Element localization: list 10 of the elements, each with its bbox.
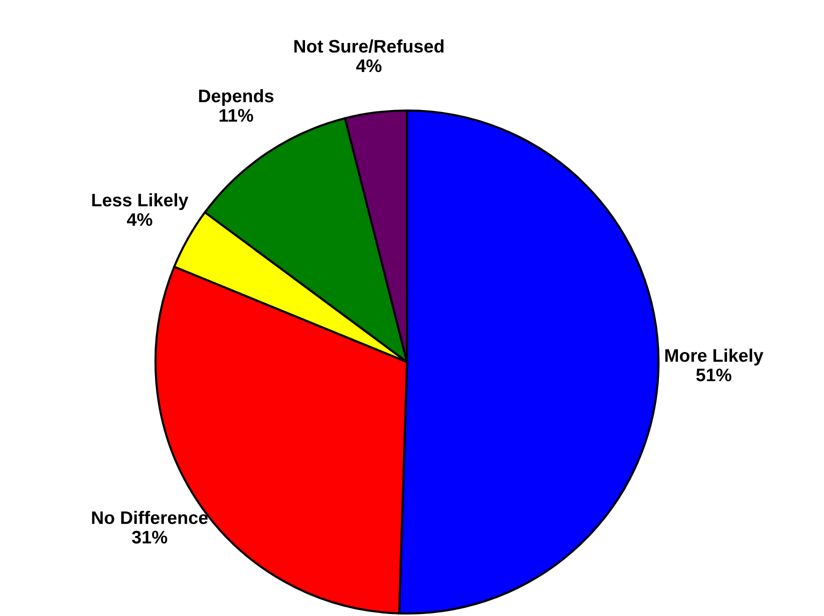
slice-label: Not Sure/Refused — [294, 39, 444, 53]
data-label: 31% — [132, 530, 168, 544]
slice-label: Depends — [199, 89, 274, 106]
slice-label: No Difference — [92, 510, 208, 524]
data-label: 4% — [356, 59, 382, 72]
data-label: 51% — [696, 368, 732, 382]
data-label: 11% — [220, 109, 254, 122]
slice-label: Less Likely — [92, 193, 188, 210]
slice-label: More Likely — [665, 348, 764, 366]
data-label: 4% — [126, 213, 152, 226]
